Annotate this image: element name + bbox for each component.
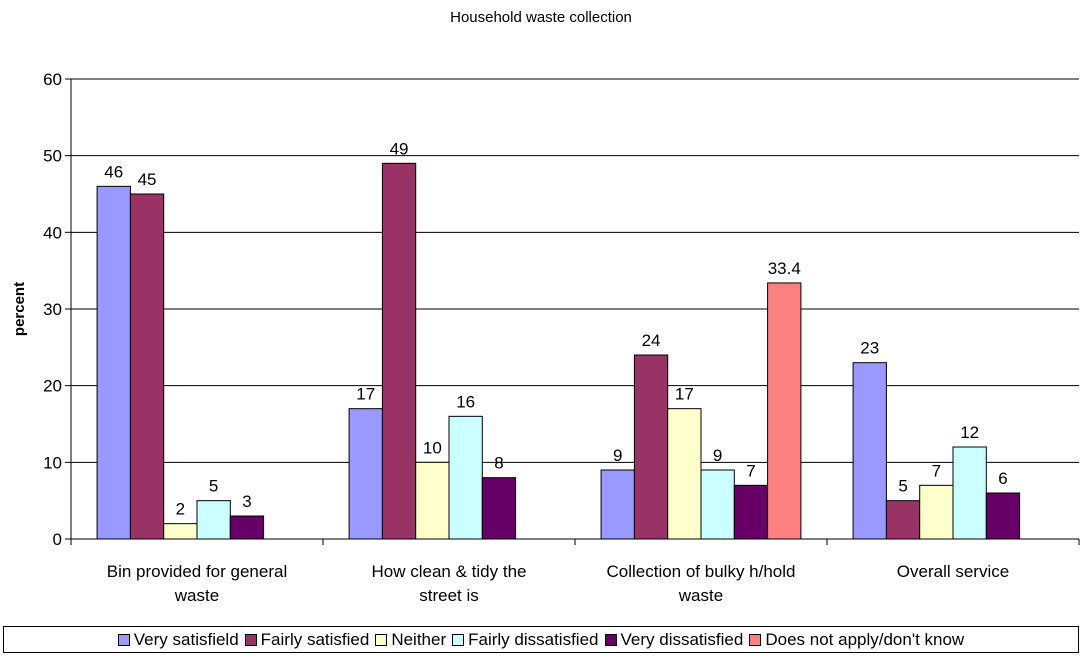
y-tick-label: 20 xyxy=(43,377,62,396)
bar xyxy=(700,469,735,540)
data-label: 3 xyxy=(242,492,251,511)
legend-label: Fairly dissatisfied xyxy=(468,629,599,649)
data-label: 8 xyxy=(494,454,503,473)
bar xyxy=(885,500,921,540)
bar xyxy=(96,185,131,540)
data-label: 49 xyxy=(390,139,409,158)
bar xyxy=(600,469,635,540)
bar xyxy=(448,415,483,540)
data-label: 5 xyxy=(209,477,218,496)
data-label: 9 xyxy=(613,446,622,465)
legend-label: Does not apply/don't know xyxy=(765,629,965,649)
bar xyxy=(919,484,954,540)
legend-swatch xyxy=(117,633,130,646)
data-label: 9 xyxy=(713,446,722,465)
bar xyxy=(129,193,165,540)
gridlines xyxy=(71,78,1079,463)
x-tick-label: Bin provided for general xyxy=(107,562,288,581)
y-tick-label: 60 xyxy=(43,70,62,89)
legend-label: Very dissatisfied xyxy=(620,629,744,649)
data-label: 17 xyxy=(356,385,375,404)
legend-item: Fairly satisfied xyxy=(244,629,370,650)
bar xyxy=(196,500,231,540)
bar xyxy=(481,477,517,540)
x-tick-label: How clean & tidy the xyxy=(372,562,527,581)
y-tick-label: 30 xyxy=(43,300,62,319)
legend-label: Fairly satisfied xyxy=(260,629,370,649)
bar xyxy=(852,362,887,540)
bar xyxy=(667,408,702,540)
y-tick-label: 40 xyxy=(43,223,62,242)
data-label: 17 xyxy=(675,385,694,404)
x-tick-label: waste xyxy=(174,586,219,605)
data-label: 45 xyxy=(138,170,157,189)
legend-swatch xyxy=(604,633,617,646)
data-label: 46 xyxy=(104,162,123,181)
legend-swatch xyxy=(749,633,762,646)
x-tick-label: waste xyxy=(678,586,723,605)
data-label: 24 xyxy=(642,331,661,350)
data-label: 12 xyxy=(960,423,979,442)
bar xyxy=(767,282,802,540)
data-label: 23 xyxy=(860,339,879,358)
x-tick-label: Overall service xyxy=(897,562,1009,581)
legend-label: Neither xyxy=(391,629,447,649)
bars xyxy=(96,162,1021,540)
bar xyxy=(733,484,769,540)
data-label: 7 xyxy=(746,461,755,480)
bar xyxy=(348,408,383,540)
legend-item: Very satisfield xyxy=(117,629,239,650)
x-tick-label: street is xyxy=(419,586,479,605)
chart-title: Household waste collection xyxy=(450,9,632,26)
bar xyxy=(163,523,198,540)
y-tick-label: 50 xyxy=(43,147,62,166)
y-tick-label: 10 xyxy=(43,453,62,472)
x-tick-label: Collection of bulky h/hold xyxy=(606,562,795,581)
data-label: 6 xyxy=(998,469,1007,488)
legend-item: Fairly dissatisfied xyxy=(452,629,599,650)
data-label: 10 xyxy=(423,438,442,457)
y-tick-label: 0 xyxy=(53,530,62,549)
data-label: 2 xyxy=(176,500,185,519)
legend-item: Does not apply/don't know xyxy=(749,630,964,650)
legend-swatch xyxy=(452,633,465,646)
bar xyxy=(415,461,450,540)
legend-label: Very satisfield xyxy=(133,629,239,649)
data-label: 16 xyxy=(456,392,475,411)
data-label: 33.4 xyxy=(768,259,801,278)
data-labels: 46 17 9 23 45 49 24 5 2 10 17 7 5 16 9 12 3 8 7 6 33.4 xyxy=(104,139,1007,518)
bar xyxy=(633,354,669,540)
bar xyxy=(985,492,1021,540)
bar xyxy=(381,162,417,540)
bar xyxy=(229,515,265,540)
legend-swatch xyxy=(244,633,257,646)
axes: 0 10 20 30 40 50 60 Bin provided for general was… xyxy=(43,70,1080,605)
data-label: 5 xyxy=(898,477,907,496)
legend-item: Very dissatisfied xyxy=(604,629,744,650)
bar xyxy=(952,446,987,540)
legend-swatch xyxy=(375,633,388,646)
legend: Very satisfield Fairly satisfied Neither Fa… xyxy=(3,626,1079,653)
legend-item: Neither xyxy=(375,630,446,650)
y-axis-label: percent xyxy=(11,282,28,336)
data-label: 7 xyxy=(932,461,941,480)
